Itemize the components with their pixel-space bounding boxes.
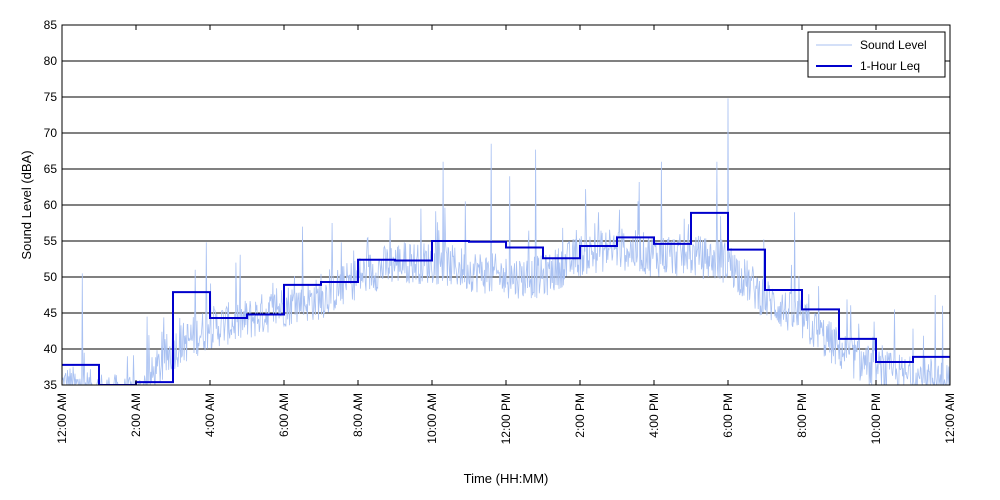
legend-label-sound-level: Sound Level [860, 38, 927, 52]
x-tick-label: 10:00 AM [425, 393, 439, 444]
leq-step-line [62, 211, 950, 385]
legend-label-leq: 1-Hour Leq [860, 59, 920, 73]
axis-ticks [61, 24, 951, 386]
leq-series [62, 211, 950, 385]
x-tick-label: 8:00 AM [351, 393, 365, 437]
y-tick-label: 60 [44, 198, 58, 212]
x-tick-label: 12:00 AM [943, 393, 957, 444]
x-tick-label: 10:00 PM [869, 393, 883, 444]
legend: Sound Level 1-Hour Leq [807, 31, 946, 78]
y-axis-title: Sound Level (dBA) [19, 150, 34, 259]
x-tick-label: 8:00 PM [795, 393, 809, 438]
y-tick-label: 80 [44, 54, 58, 68]
x-axis-title: Time (HH:MM) [464, 471, 549, 486]
y-tick-label: 45 [44, 306, 58, 320]
x-tick-label: 12:00 PM [499, 393, 513, 444]
x-tick-label: 2:00 PM [573, 393, 587, 438]
y-tick-label: 65 [44, 162, 58, 176]
y-tick-label: 70 [44, 126, 58, 140]
y-tick-label: 55 [44, 234, 58, 248]
legend-box [807, 31, 946, 78]
x-tick-label: 4:00 AM [203, 393, 217, 437]
x-tick-label: 12:00 AM [55, 393, 69, 444]
y-tick-label: 75 [44, 90, 58, 104]
x-tick-label: 2:00 AM [129, 393, 143, 437]
y-tick-label: 40 [44, 342, 58, 356]
y-tick-label: 35 [44, 378, 58, 392]
x-tick-label: 6:00 AM [277, 393, 291, 437]
x-tick-label: 6:00 PM [721, 393, 735, 438]
x-tick-label: 4:00 PM [647, 393, 661, 438]
y-tick-label: 50 [44, 270, 58, 284]
tick-labels: 35 40 45 50 55 60 65 70 75 80 85 12:00 AM 2:00 AM 4:0… [44, 18, 957, 444]
y-tick-label: 85 [44, 18, 58, 32]
